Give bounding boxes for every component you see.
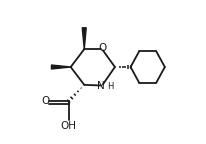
Text: OH: OH [60, 121, 76, 131]
Polygon shape [82, 28, 86, 49]
Text: O: O [41, 96, 49, 106]
Polygon shape [51, 65, 70, 69]
Text: N: N [97, 81, 105, 91]
Text: O: O [97, 43, 106, 53]
Text: H: H [106, 82, 112, 91]
